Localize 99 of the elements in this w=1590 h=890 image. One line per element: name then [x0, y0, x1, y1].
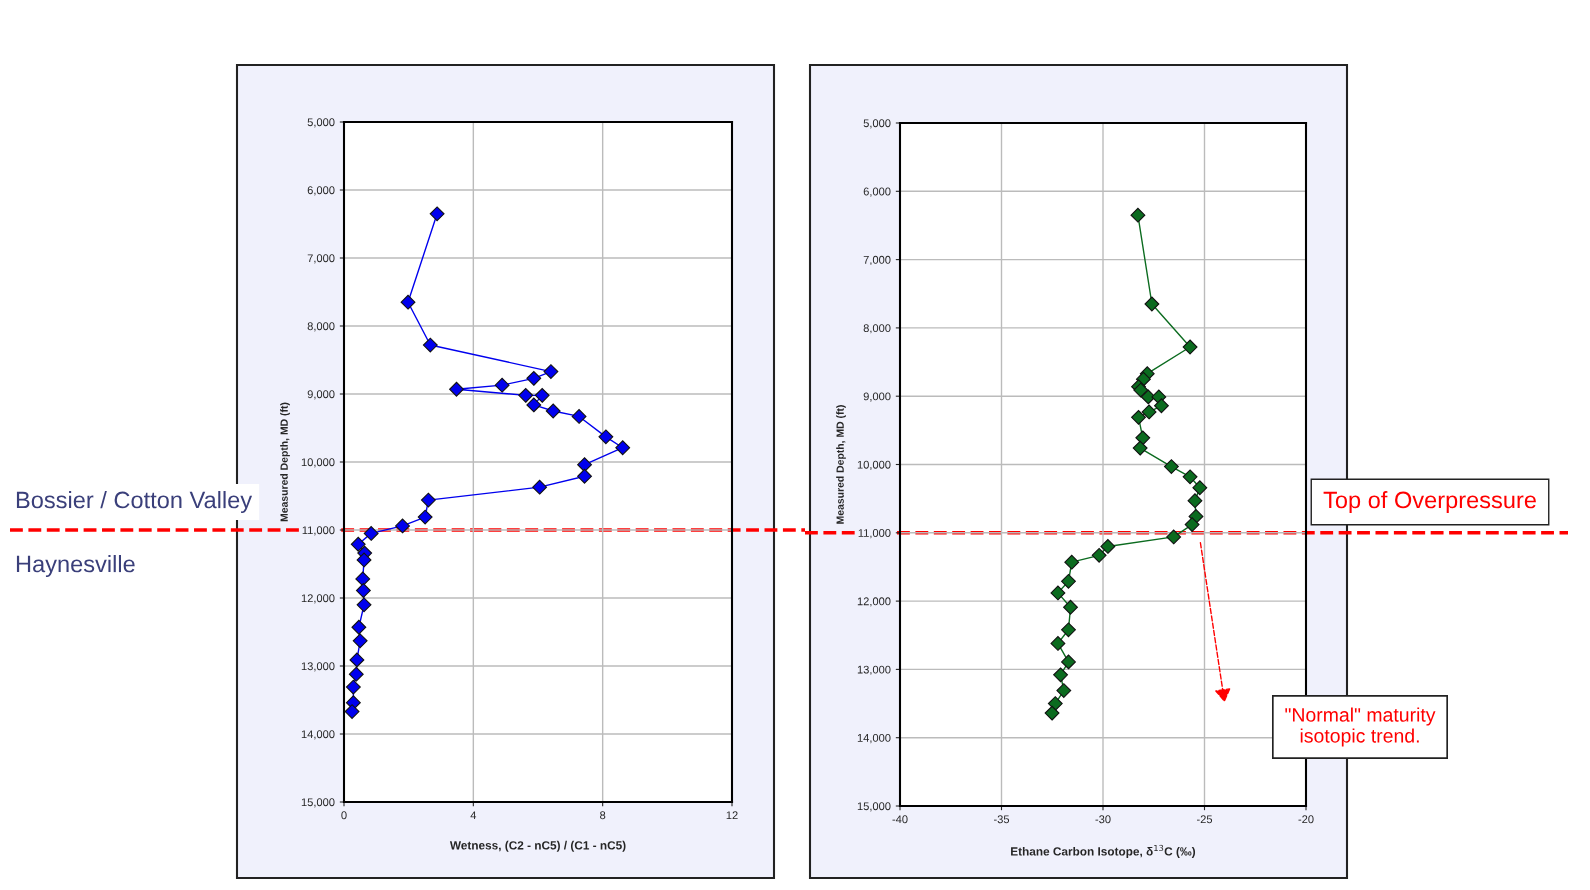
y-axis-title: Measured Depth, MD (ft) [280, 402, 290, 522]
y-tick-label: 8,000 [863, 324, 891, 334]
point [417, 509, 433, 525]
point [355, 583, 371, 598]
point [1184, 517, 1200, 533]
point [1144, 296, 1160, 312]
y-tick-label: 13,000 [857, 665, 891, 675]
annotation: "Normal" maturity isotopic trend. [1285, 707, 1436, 747]
point [1163, 459, 1179, 474]
point [422, 337, 438, 353]
point [395, 518, 410, 534]
y-tick-label: 8,000 [307, 322, 335, 332]
point [526, 370, 542, 386]
y-tick-label: 5,000 [307, 118, 335, 128]
ref-line-label: Top of Overpressure [1323, 491, 1536, 514]
point [1187, 493, 1203, 509]
point [1182, 469, 1198, 485]
y-tick-label: 12,000 [857, 597, 891, 607]
y-tick-label: 12,000 [301, 594, 335, 604]
point [577, 468, 592, 484]
point [344, 704, 360, 719]
point [1141, 404, 1157, 420]
y-tick-label: 7,000 [863, 255, 891, 266]
point [1166, 529, 1182, 545]
point [1063, 599, 1078, 615]
y-tick-label: 5,000 [863, 119, 891, 129]
point [352, 633, 368, 649]
point [1056, 683, 1072, 699]
point [1050, 636, 1066, 651]
y-tick-label: 10,000 [857, 460, 891, 470]
point [356, 552, 372, 568]
point [1053, 667, 1069, 683]
point [1130, 207, 1146, 223]
x-tick-label: 12 [726, 811, 738, 820]
point [545, 403, 561, 419]
y-tick-label: 6,000 [863, 187, 891, 197]
y-tick-label: 11,000 [302, 526, 335, 536]
point [1131, 409, 1146, 425]
point [1132, 440, 1148, 456]
point [429, 206, 445, 222]
y-axis-title: Measured Depth, MD (ft) [836, 405, 846, 524]
point [1064, 554, 1080, 570]
point [1047, 696, 1063, 711]
point [1091, 547, 1107, 563]
point [356, 597, 372, 613]
point [1050, 585, 1066, 601]
point [1061, 654, 1076, 670]
point [534, 387, 550, 403]
y-tick-label: 7,000 [307, 254, 335, 264]
point [1061, 622, 1076, 638]
x-tick-label: 0 [341, 811, 347, 820]
y-tick-label: 9,000 [307, 390, 335, 400]
x-axis-title: Ethane Carbon Isotope, δ$^{13}$C (‰) [1011, 844, 1196, 858]
point [577, 457, 592, 473]
point [518, 387, 534, 403]
y-tick-label: 9,000 [863, 392, 891, 402]
point [1140, 389, 1156, 405]
point [1154, 398, 1169, 414]
point [420, 492, 436, 508]
y-tick-label: 6,000 [307, 186, 335, 196]
y-tick-label: 11,000 [858, 529, 891, 539]
point [526, 397, 542, 413]
point [349, 652, 365, 668]
point [571, 409, 587, 424]
y-tick-label: 15,000 [301, 798, 335, 808]
x-axis-title: Wetness, (C2 - nC5) / (C1 - nC5) [449, 840, 626, 852]
point [363, 525, 379, 541]
point [532, 479, 548, 495]
y-tick-label: 13,000 [301, 662, 335, 672]
point [494, 377, 510, 393]
text: Bossier / Cotton Valley [16, 490, 253, 514]
x-tick-label: -35 [993, 815, 1010, 824]
point [345, 679, 361, 695]
point [351, 619, 367, 635]
y-tick-label: 14,000 [301, 730, 335, 740]
y-tick-label: 10,000 [301, 458, 335, 468]
point [350, 536, 366, 552]
point [1061, 573, 1076, 589]
point [543, 364, 559, 379]
x-tick-label: 4 [470, 811, 477, 820]
x-tick-label: -40 [892, 815, 908, 824]
point [1135, 430, 1151, 446]
text: Haynesville [16, 554, 135, 578]
point [348, 666, 364, 682]
point [449, 381, 464, 397]
point [1100, 539, 1116, 554]
x-tick-label: -20 [1298, 815, 1314, 824]
point [615, 440, 631, 456]
y-tick-label: 14,000 [857, 733, 891, 744]
x-tick-label: 8 [600, 811, 606, 820]
point [1044, 705, 1060, 721]
y-tick-label: 15,000 [857, 802, 891, 812]
point [355, 571, 371, 587]
x-tick-label: -25 [1196, 815, 1213, 824]
point [400, 294, 416, 310]
x-tick-label: -30 [1095, 815, 1111, 824]
point [598, 429, 614, 445]
point [1192, 480, 1208, 496]
point [1182, 339, 1198, 355]
